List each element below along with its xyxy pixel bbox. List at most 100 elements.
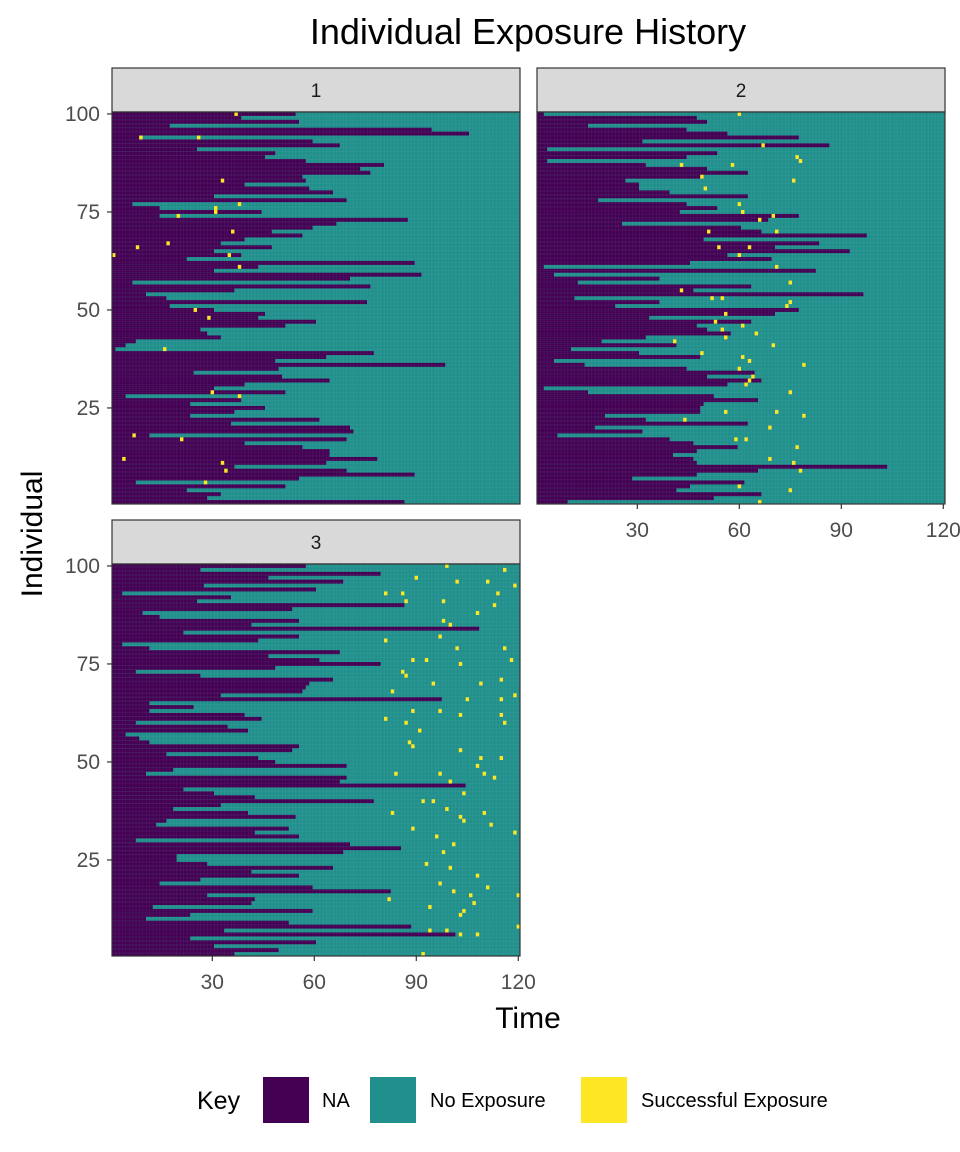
- exposure-point: [737, 202, 741, 207]
- exposure-point: [435, 834, 439, 839]
- legend-title: Key: [197, 1087, 241, 1115]
- exposure-point: [747, 358, 752, 363]
- exposure-point: [224, 468, 228, 473]
- legend-label: NA: [322, 1090, 350, 1112]
- exposure-point: [231, 229, 235, 234]
- exposure-point: [458, 662, 463, 666]
- exposure-point: [462, 908, 466, 913]
- exposure-point: [724, 409, 728, 414]
- exposure-point: [475, 611, 480, 615]
- y-tick-label: 100: [65, 555, 100, 578]
- exposure-point: [737, 112, 741, 116]
- exposure-point: [438, 881, 442, 886]
- y-tick-label: 25: [77, 397, 100, 420]
- exposure-point: [455, 646, 459, 651]
- exposure-point: [431, 799, 435, 804]
- legend-key: [263, 1077, 309, 1123]
- x-tick-label: 90: [830, 519, 853, 542]
- exposure-point: [754, 331, 758, 336]
- exposure-point: [720, 296, 724, 301]
- exposure-point: [486, 579, 490, 584]
- exposure-point: [438, 634, 442, 639]
- exposure-point: [384, 591, 388, 596]
- exposure-point: [458, 712, 463, 717]
- exposure-point: [445, 564, 449, 568]
- exposure-point: [761, 143, 765, 148]
- exposure-point: [132, 433, 136, 438]
- exposure-point: [513, 830, 517, 835]
- exposure-point: [802, 413, 806, 418]
- exposure-point: [390, 810, 395, 815]
- exposure-point: [462, 791, 466, 796]
- exposure-point: [210, 390, 214, 395]
- exposure-point: [475, 932, 480, 937]
- exposure-point: [394, 771, 398, 776]
- exposure-point: [135, 245, 140, 250]
- exposure-point: [421, 952, 425, 956]
- exposure-point: [482, 771, 486, 776]
- cell-grid: [537, 112, 945, 504]
- exposure-point: [193, 308, 197, 312]
- exposure-point: [513, 693, 517, 698]
- exposure-point: [438, 771, 442, 776]
- exposure-point: [795, 155, 799, 160]
- exposure-point: [771, 213, 775, 218]
- exposure-point: [673, 339, 677, 344]
- facet-panel-1: 1 25 50 75 100: [65, 67, 521, 505]
- exposure-point: [798, 159, 803, 163]
- exposure-point: [775, 409, 779, 414]
- exposure-point: [112, 253, 116, 258]
- exposure-point: [404, 673, 408, 678]
- successful-exposure-cells: [673, 112, 806, 504]
- exposure-point: [751, 374, 755, 379]
- exposure-point: [503, 646, 507, 651]
- facet-strip: [111, 67, 521, 113]
- exposure-point: [214, 210, 218, 214]
- exposure-point: [455, 579, 459, 584]
- exposure-point: [448, 779, 452, 784]
- exposure-point: [458, 748, 463, 753]
- exposure-point: [424, 658, 429, 662]
- exposure-point: [469, 893, 473, 898]
- exposure-point: [404, 720, 408, 725]
- exposure-point: [475, 763, 480, 768]
- x-tick-label: 30: [626, 519, 649, 542]
- cell-grid: [112, 112, 520, 504]
- exposure-point: [414, 575, 418, 580]
- exposure-point: [509, 658, 514, 662]
- exposure-point: [387, 897, 391, 902]
- exposure-point: [465, 697, 469, 702]
- exposure-point: [710, 296, 714, 301]
- exposure-point: [499, 712, 503, 717]
- exposure-point: [734, 437, 738, 442]
- exposure-point: [788, 300, 792, 305]
- panel-border: [536, 111, 946, 505]
- exposure-point: [741, 210, 745, 214]
- exposure-point: [479, 756, 483, 760]
- facet-panels: 1 25 50 75 100 2 30 60 90 120 3 25 50 75 100 30 60 90 120: [65, 67, 960, 994]
- facet-strip: [536, 67, 946, 113]
- exposure-point: [802, 362, 806, 367]
- exposure-point: [479, 681, 483, 686]
- successful-exposure-cells: [384, 564, 520, 956]
- exposure-point: [737, 253, 741, 258]
- exposure-point: [122, 456, 126, 461]
- exposure-point: [516, 893, 520, 898]
- exposure-point: [499, 756, 503, 760]
- exposure-point: [237, 394, 242, 399]
- exposure-point: [207, 315, 211, 320]
- exposure-point: [795, 445, 799, 450]
- exposure-point: [203, 480, 208, 485]
- exposure-point: [462, 818, 466, 823]
- exposure-point: [411, 826, 415, 831]
- exposure-point: [496, 591, 500, 596]
- exposure-point: [513, 583, 517, 588]
- exposure-point: [741, 323, 745, 328]
- exposure-point: [166, 241, 170, 246]
- exposure-point: [503, 567, 507, 572]
- exposure-point: [390, 689, 395, 694]
- legend: Key NA No Exposure Successful Exposure: [197, 1077, 828, 1123]
- x-tick-label: 120: [501, 971, 536, 994]
- exposure-point: [792, 460, 796, 465]
- exposure-point: [768, 425, 772, 430]
